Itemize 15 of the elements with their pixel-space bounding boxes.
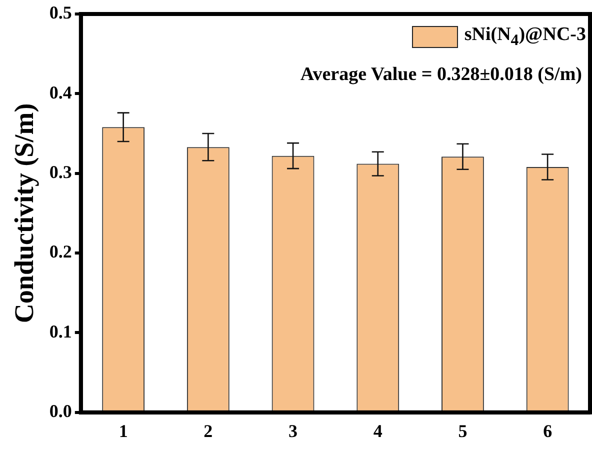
x-tick-label: 1 (118, 420, 128, 441)
x-tick-label: 5 (458, 420, 468, 441)
x-tick-label: 2 (204, 420, 213, 441)
x-tick-label: 3 (288, 420, 298, 441)
y-tick-label: 0.1 (49, 321, 72, 342)
y-tick-label: 0.4 (49, 82, 72, 102)
y-axis-title: Conductivity (S/m) (9, 103, 40, 324)
x-tick-label: 6 (543, 420, 552, 441)
y-tick-label: 0.3 (49, 162, 72, 182)
y-tick-label: 0.0 (49, 401, 72, 422)
y-tick-label: 0.2 (49, 242, 72, 262)
legend-label: sNi(N$_{4}$)@NC-3 (464, 24, 586, 50)
annotation: Average Value = 0.328±0.018 (S/m) (300, 64, 582, 86)
y-tick-label: 0.5 (49, 2, 72, 23)
x-tick-label: 4 (373, 420, 382, 441)
